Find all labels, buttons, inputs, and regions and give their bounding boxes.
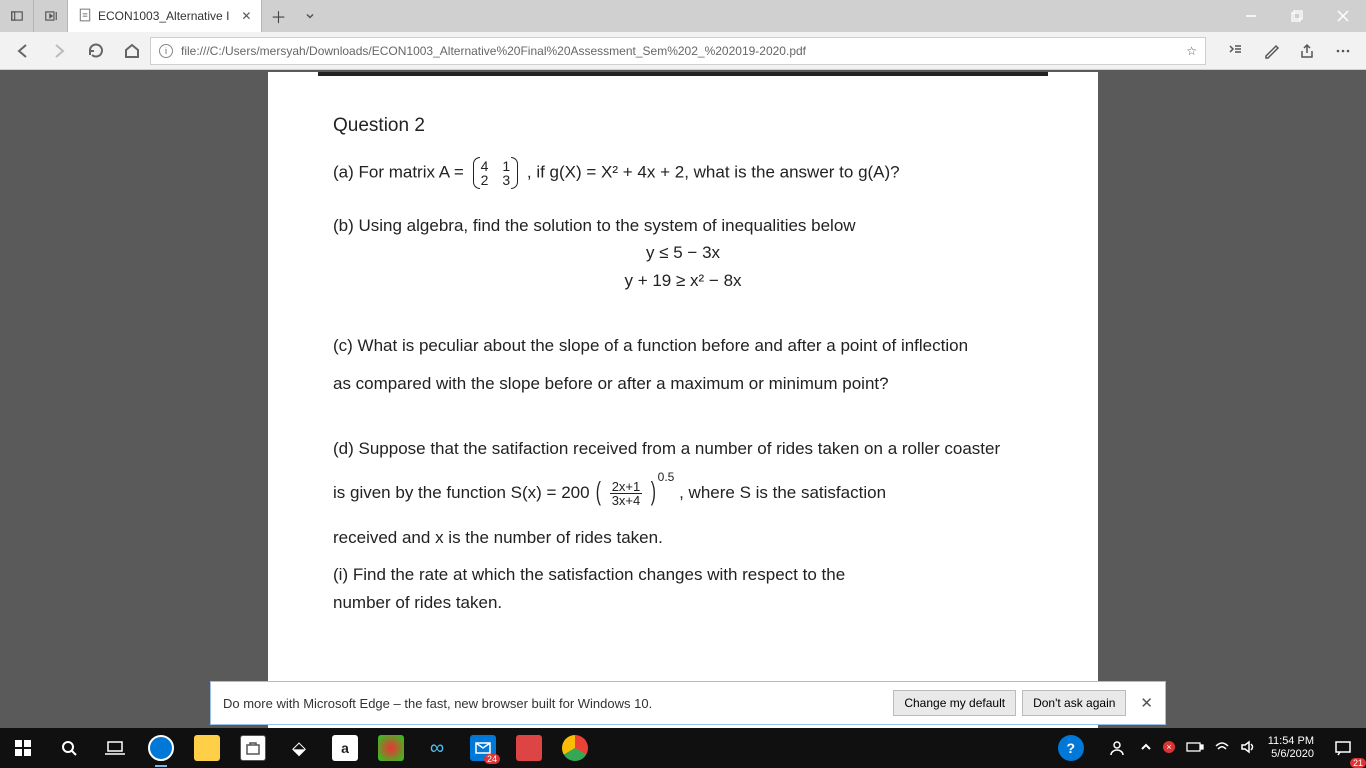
taskbar-app-explorer[interactable]: [184, 728, 230, 768]
question-heading: Question 2: [333, 112, 1033, 141]
office-icon: [516, 735, 542, 761]
fraction: 2x+1 3x+4: [610, 480, 643, 507]
reading-list-icon[interactable]: [1218, 36, 1252, 66]
part-d-i-line2: number of rides taken.: [333, 590, 1033, 616]
dont-ask-again-button[interactable]: Don't ask again: [1022, 690, 1126, 716]
banner-message: Do more with Microsoft Edge – the fast, …: [223, 696, 887, 711]
back-button[interactable]: [6, 36, 40, 66]
start-button[interactable]: [0, 728, 46, 768]
get-help-button[interactable]: ?: [1048, 728, 1094, 768]
tray-security-icon[interactable]: ×: [1162, 740, 1176, 757]
svg-text:×: ×: [1166, 742, 1171, 752]
people-button[interactable]: [1094, 728, 1140, 768]
right-paren: ): [651, 472, 656, 511]
home-button[interactable]: [114, 36, 148, 66]
taskbar-app-store[interactable]: [230, 728, 276, 768]
edge-icon: [148, 735, 174, 761]
tray-wifi-icon[interactable]: [1214, 740, 1230, 757]
url-text: file:///C:/Users/mersyah/Downloads/ECON1…: [181, 44, 1178, 58]
system-tray[interactable]: ×: [1140, 740, 1262, 757]
forward-button[interactable]: [42, 36, 76, 66]
window-minimize-button[interactable]: [1228, 0, 1274, 32]
part-b-inequality-1: y ≤ 5 − 3x: [333, 240, 1033, 266]
tab-dropdown-icon[interactable]: [294, 10, 326, 22]
tab-title: ECON1003_Alternative I: [98, 9, 229, 23]
pdf-viewport: Question 2 (a) For matrix A = 41 23 , if…: [0, 70, 1366, 728]
store-icon: [240, 735, 266, 761]
taskbar-app-mail[interactable]: 24: [460, 728, 506, 768]
taskbar-app-infinity[interactable]: ∞: [414, 728, 460, 768]
change-default-button[interactable]: Change my default: [893, 690, 1016, 716]
new-tab-button[interactable]: ＋: [262, 4, 294, 28]
dropbox-icon: ⬙: [286, 735, 312, 761]
camera-icon: [378, 735, 404, 761]
windows-taskbar: ⬙ a ∞ 24 ? × 11:54 PM 5/6/2020 21: [0, 728, 1366, 768]
tab-actions-icon[interactable]: [0, 0, 34, 32]
infinity-icon: ∞: [424, 735, 450, 761]
taskbar-app-dropbox[interactable]: ⬙: [276, 728, 322, 768]
favorite-star-icon[interactable]: ☆: [1186, 44, 1197, 58]
question-part-c: (c) What is peculiar about the slope of …: [333, 333, 1033, 396]
notification-badge: 21: [1350, 758, 1366, 768]
clock-time: 11:54 PM: [1268, 735, 1314, 748]
edge-promo-banner: Do more with Microsoft Edge – the fast, …: [210, 681, 1166, 725]
tray-battery-icon[interactable]: [1186, 741, 1204, 756]
clock-date: 5/6/2020: [1268, 748, 1314, 761]
mail-badge: 24: [484, 754, 500, 764]
tray-volume-icon[interactable]: [1240, 740, 1256, 757]
matrix-a: 41 23: [473, 159, 519, 187]
outer-exponent: 0.5: [658, 470, 675, 484]
browser-tab[interactable]: ECON1003_Alternative I ✕: [68, 0, 262, 32]
folder-icon: [194, 735, 220, 761]
part-c-line1: (c) What is peculiar about the slope of …: [333, 333, 1033, 359]
part-a-suffix: , if g(X) = X² + 4x + 2, what is the ans…: [527, 162, 900, 181]
window-close-button[interactable]: [1320, 0, 1366, 32]
more-icon[interactable]: [1326, 36, 1360, 66]
part-d-i-line1: (i) Find the rate at which the satisfact…: [333, 562, 1033, 588]
part-b-intro: (b) Using algebra, find the solution to …: [333, 213, 1033, 239]
amazon-icon: a: [332, 735, 358, 761]
part-b-inequality-2: y + 19 ≥ x² − 8x: [333, 268, 1033, 294]
notes-icon[interactable]: [1254, 36, 1288, 66]
close-tab-icon[interactable]: ✕: [241, 9, 251, 23]
search-button[interactable]: [46, 728, 92, 768]
page-top-border: [318, 72, 1048, 76]
site-info-icon[interactable]: i: [159, 44, 173, 58]
window-titlebar: ECON1003_Alternative I ✕ ＋: [0, 0, 1366, 32]
task-view-button[interactable]: [92, 728, 138, 768]
pdf-page: Question 2 (a) For matrix A = 41 23 , if…: [268, 72, 1098, 728]
part-c-line2: as compared with the slope before or aft…: [333, 371, 1033, 397]
refresh-button[interactable]: [78, 36, 112, 66]
help-icon: ?: [1058, 735, 1084, 761]
taskbar-app-camera[interactable]: [368, 728, 414, 768]
window-restore-button[interactable]: [1274, 0, 1320, 32]
tray-chevron-icon[interactable]: [1140, 741, 1152, 756]
browser-toolbar: i file:///C:/Users/mersyah/Downloads/ECO…: [0, 32, 1366, 70]
part-d-line1: (d) Suppose that the satifaction receive…: [333, 436, 1033, 462]
question-part-b: (b) Using algebra, find the solution to …: [333, 213, 1033, 294]
banner-close-icon[interactable]: ✕: [1140, 694, 1153, 712]
share-icon[interactable]: [1290, 36, 1324, 66]
set-aside-tabs-icon[interactable]: [34, 0, 68, 32]
part-d-line2-suffix: , where S is the satisfaction: [679, 482, 886, 501]
taskbar-clock[interactable]: 11:54 PM 5/6/2020: [1268, 735, 1314, 761]
pdf-file-icon: [78, 8, 92, 25]
question-part-d: (d) Suppose that the satifaction receive…: [333, 436, 1033, 615]
left-paren: (: [596, 472, 601, 511]
action-center-button[interactable]: 21: [1320, 728, 1366, 768]
taskbar-app-office[interactable]: [506, 728, 552, 768]
part-d-line2-prefix: is given by the function S(x) = 200: [333, 482, 594, 501]
part-a-prefix: (a) For matrix A =: [333, 162, 469, 181]
taskbar-app-edge[interactable]: [138, 728, 184, 768]
question-part-a: (a) For matrix A = 41 23 , if g(X) = X² …: [333, 159, 1033, 187]
part-d-line3: received and x is the number of rides ta…: [333, 525, 1033, 551]
chrome-icon: [562, 735, 588, 761]
taskbar-app-chrome[interactable]: [552, 728, 598, 768]
address-bar[interactable]: i file:///C:/Users/mersyah/Downloads/ECO…: [150, 37, 1206, 65]
taskbar-app-amazon[interactable]: a: [322, 728, 368, 768]
